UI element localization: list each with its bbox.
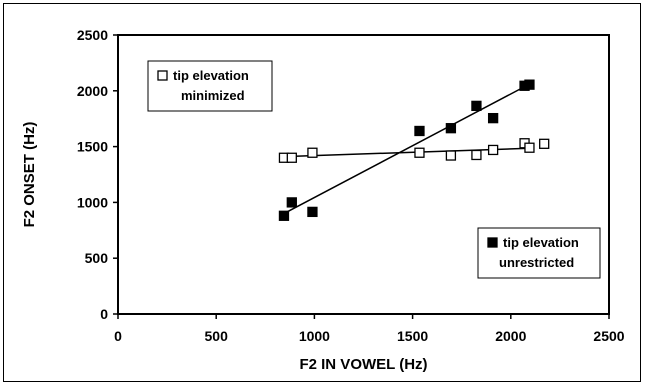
data-point-minimized	[307, 147, 318, 158]
data-point-unrestricted	[307, 206, 318, 218]
data-point-minimized	[286, 152, 297, 163]
x-tick-label: 1500	[397, 328, 428, 344]
y-tick-label: 1000	[77, 194, 108, 210]
plot-area-border	[117, 34, 610, 315]
y-tick-label: 2500	[77, 27, 108, 43]
legend-label-line2: unrestricted	[499, 255, 574, 270]
x-tick-label: 2500	[593, 328, 624, 344]
legend-marker-1	[487, 237, 498, 248]
y-tick-label: 0	[100, 306, 108, 322]
data-point-minimized	[539, 138, 550, 149]
data-point-unrestricted	[524, 79, 535, 90]
figure-frame	[3, 3, 641, 382]
x-axis-label: F2 IN VOWEL (Hz)	[299, 356, 427, 373]
x-tick-label: 1000	[299, 328, 330, 344]
y-axis-label: F2 ONSET (Hz)	[21, 122, 38, 228]
data-point-minimized	[524, 142, 535, 153]
fit-line-unrestricted	[283, 83, 530, 215]
y-tick-label: 500	[85, 250, 109, 266]
data-point-unrestricted	[445, 123, 457, 134]
data-point-unrestricted	[278, 210, 290, 221]
legend-box-1	[477, 227, 601, 279]
data-point-unrestricted	[487, 112, 499, 124]
data-point-unrestricted	[471, 100, 482, 112]
x-tick-label: 500	[205, 328, 229, 344]
y-tick-label: 1500	[77, 139, 108, 155]
data-point-minimized	[471, 149, 482, 161]
legend-marker-0	[157, 70, 168, 81]
data-point-minimized	[487, 144, 499, 156]
legend-label-line1: tip elevation	[503, 235, 579, 250]
x-tick-label: 2000	[495, 328, 526, 344]
data-point-minimized	[445, 150, 457, 161]
legend-label-line1: tip elevation	[173, 68, 249, 83]
y-tick-label: 2000	[77, 83, 108, 99]
legend-box-0	[147, 60, 273, 112]
data-point-minimized	[414, 147, 425, 158]
data-point-unrestricted	[414, 125, 425, 137]
legend-label-line2: minimized	[181, 88, 245, 103]
data-point-unrestricted	[286, 197, 297, 208]
x-tick-label: 0	[114, 328, 122, 344]
